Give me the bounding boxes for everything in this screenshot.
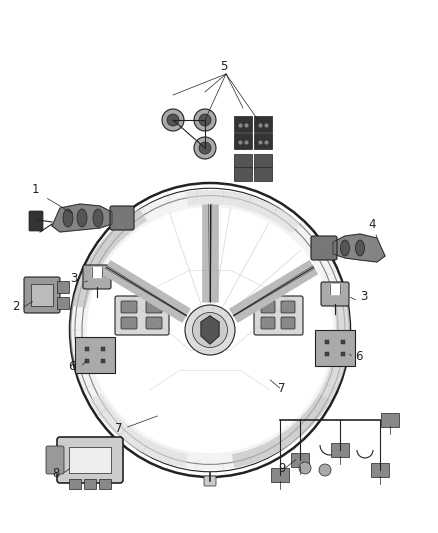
FancyBboxPatch shape [146, 301, 162, 313]
Polygon shape [92, 267, 102, 277]
Polygon shape [333, 234, 385, 262]
FancyBboxPatch shape [234, 133, 252, 149]
Text: 8: 8 [52, 467, 60, 480]
Circle shape [299, 462, 311, 474]
Text: 7: 7 [115, 422, 123, 435]
FancyBboxPatch shape [110, 206, 134, 230]
FancyBboxPatch shape [254, 133, 272, 149]
FancyBboxPatch shape [315, 330, 355, 366]
Ellipse shape [162, 109, 184, 131]
FancyBboxPatch shape [311, 236, 337, 260]
Ellipse shape [194, 137, 216, 159]
Ellipse shape [194, 109, 216, 131]
FancyBboxPatch shape [254, 167, 272, 181]
FancyBboxPatch shape [254, 116, 272, 132]
Circle shape [185, 305, 235, 355]
FancyBboxPatch shape [271, 468, 289, 482]
Wedge shape [70, 190, 350, 470]
Ellipse shape [199, 142, 211, 154]
Text: 1: 1 [32, 183, 39, 196]
Wedge shape [89, 393, 188, 468]
Ellipse shape [93, 209, 103, 227]
Text: 4: 4 [368, 218, 375, 231]
Text: 3: 3 [360, 290, 367, 303]
FancyBboxPatch shape [57, 281, 69, 293]
Ellipse shape [167, 114, 179, 126]
FancyBboxPatch shape [254, 296, 303, 335]
FancyBboxPatch shape [371, 463, 389, 477]
FancyBboxPatch shape [31, 284, 53, 306]
FancyBboxPatch shape [121, 301, 137, 313]
FancyBboxPatch shape [321, 282, 349, 306]
FancyBboxPatch shape [46, 446, 64, 474]
FancyBboxPatch shape [291, 453, 309, 467]
Ellipse shape [340, 240, 350, 256]
Text: 6: 6 [68, 360, 75, 373]
FancyBboxPatch shape [84, 479, 96, 489]
Ellipse shape [77, 209, 87, 227]
FancyBboxPatch shape [57, 297, 69, 309]
FancyBboxPatch shape [281, 317, 295, 329]
FancyBboxPatch shape [69, 447, 111, 473]
FancyBboxPatch shape [204, 476, 216, 486]
Circle shape [192, 312, 227, 348]
Wedge shape [232, 393, 331, 468]
Text: 5: 5 [220, 60, 227, 73]
FancyBboxPatch shape [234, 116, 252, 132]
FancyBboxPatch shape [29, 211, 43, 231]
FancyBboxPatch shape [254, 154, 272, 168]
FancyBboxPatch shape [234, 154, 252, 168]
Ellipse shape [63, 209, 73, 227]
FancyBboxPatch shape [261, 317, 275, 329]
Ellipse shape [199, 114, 211, 126]
Polygon shape [52, 204, 112, 232]
Polygon shape [201, 316, 219, 344]
FancyBboxPatch shape [146, 317, 162, 329]
FancyBboxPatch shape [381, 413, 399, 427]
Text: 9: 9 [278, 462, 286, 475]
FancyBboxPatch shape [83, 265, 111, 289]
FancyBboxPatch shape [261, 301, 275, 313]
Ellipse shape [356, 240, 364, 256]
Polygon shape [330, 284, 340, 294]
Wedge shape [319, 282, 350, 400]
FancyBboxPatch shape [115, 296, 169, 335]
FancyBboxPatch shape [99, 479, 111, 489]
FancyBboxPatch shape [75, 337, 115, 373]
FancyBboxPatch shape [281, 301, 295, 313]
Text: 3: 3 [70, 272, 78, 285]
Wedge shape [186, 190, 300, 233]
Text: 6: 6 [355, 350, 363, 363]
Wedge shape [72, 209, 147, 308]
Circle shape [319, 464, 331, 476]
FancyBboxPatch shape [331, 443, 349, 457]
FancyBboxPatch shape [234, 167, 252, 181]
FancyBboxPatch shape [24, 277, 60, 313]
Text: 7: 7 [278, 382, 286, 395]
Text: 2: 2 [12, 300, 20, 313]
FancyBboxPatch shape [57, 437, 123, 483]
FancyBboxPatch shape [121, 317, 137, 329]
FancyBboxPatch shape [69, 479, 81, 489]
